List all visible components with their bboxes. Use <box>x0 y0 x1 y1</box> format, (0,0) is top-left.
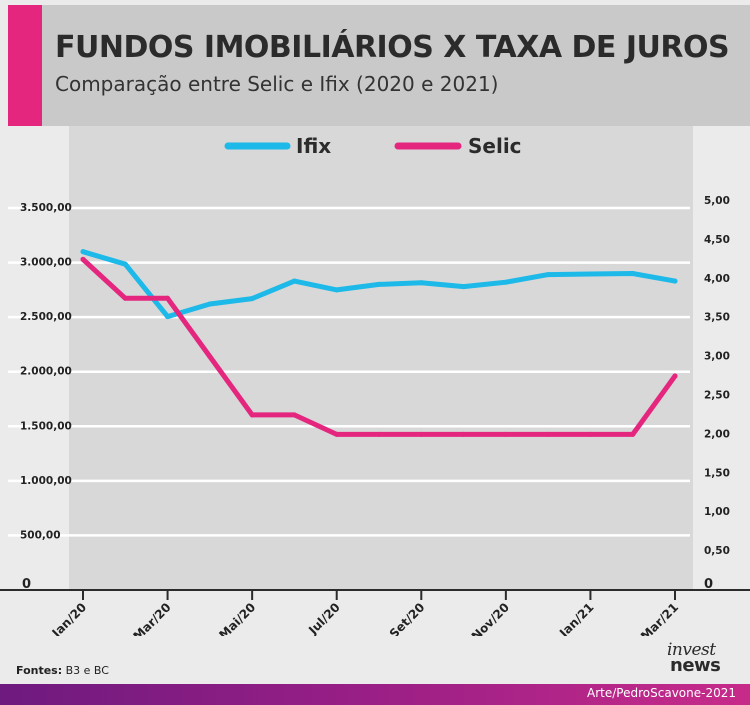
data-point-ifix <box>503 279 509 285</box>
x-tick-label: Mar/20 <box>131 600 174 636</box>
y-left-tick-label: 1.500,00 <box>20 420 72 432</box>
accent-bar <box>8 5 42 126</box>
data-point-ifix <box>291 278 297 284</box>
y-right-tick-label: 1,00 <box>704 506 730 518</box>
data-point-ifix <box>80 249 86 255</box>
y-right-tick-label: 0 <box>704 577 713 592</box>
data-point-ifix <box>630 270 636 276</box>
data-point-selic <box>334 431 340 437</box>
y-left-tick-label: 0 <box>22 577 31 592</box>
logo-line-2: news <box>670 655 721 676</box>
x-tick-label: Set/20 <box>387 600 428 636</box>
y-right-tick-label: 3,50 <box>704 312 730 324</box>
y-right-tick-label: 2,50 <box>704 390 730 402</box>
data-point-ifix <box>334 287 340 293</box>
y-left-tick-label: 1.000,00 <box>20 475 72 487</box>
y-right-tick-label: 1,50 <box>704 467 730 479</box>
y-right-tick-label: 4,50 <box>704 234 730 246</box>
source-label: Fontes: <box>16 664 63 677</box>
data-point-ifix <box>376 281 382 287</box>
x-tick-label: Jan/21 <box>556 600 596 636</box>
data-point-selic <box>630 431 636 437</box>
x-tick-label: Jan/20 <box>49 600 89 636</box>
data-point-ifix <box>418 280 424 286</box>
data-point-selic <box>207 354 213 360</box>
credit-text: Arte/PedroScavone-2021 <box>587 686 736 700</box>
x-tick-label: Nov/20 <box>469 600 512 636</box>
data-point-ifix <box>461 284 467 290</box>
page-subtitle: Comparação entre Selic e Ifix (2020 e 20… <box>55 72 499 96</box>
data-point-selic <box>249 412 255 418</box>
data-point-ifix <box>545 272 551 278</box>
source-note: Fontes: B3 e BC <box>16 664 109 677</box>
y-right-tick-label: 5,00 <box>704 195 730 207</box>
plot-area <box>69 126 693 590</box>
data-point-ifix <box>122 261 128 267</box>
header-panel <box>8 5 750 126</box>
y-left-tick-label: 500,00 <box>20 529 61 541</box>
data-point-selic <box>461 431 467 437</box>
x-tick-label: Mai/20 <box>216 600 258 636</box>
line-chart: 0 500,00 1.000,00 1.500,00 2.000,00 2.500,00 3… <box>0 126 750 636</box>
footer-bar: Arte/PedroScavone-2021 <box>0 684 750 705</box>
y-left-tick-label: 3.500,00 <box>20 202 72 214</box>
data-point-ifix <box>587 271 593 277</box>
logo-line-1: invest <box>667 640 716 660</box>
y-right-tick-label: 4,00 <box>704 273 730 285</box>
data-point-selic <box>418 431 424 437</box>
y-right-tick-label: 3,00 <box>704 351 730 363</box>
y-left-tick-label: 3.000,00 <box>20 257 72 269</box>
data-point-ifix <box>249 296 255 302</box>
data-point-selic <box>503 431 509 437</box>
data-point-selic <box>291 412 297 418</box>
data-point-ifix <box>165 314 171 320</box>
source-value: B3 e BC <box>65 664 109 677</box>
data-point-selic <box>545 431 551 437</box>
data-point-selic <box>165 295 171 301</box>
investnews-logo: invest news <box>667 640 721 676</box>
y-right-tick-label: 0,50 <box>704 545 730 557</box>
data-point-selic <box>122 295 128 301</box>
data-point-selic <box>376 431 382 437</box>
x-tick-label: Mar/21 <box>638 600 681 636</box>
legend-label: Selic <box>468 134 522 158</box>
y-left-tick-label: 2.000,00 <box>20 366 72 378</box>
page-title: FUNDOS IMOBILIÁRIOS X TAXA DE JUROS <box>55 30 730 65</box>
data-point-selic <box>587 431 593 437</box>
y-left-tick-label: 2.500,00 <box>20 311 72 323</box>
x-tick-label: Jul/20 <box>305 600 343 636</box>
data-point-ifix <box>207 301 213 307</box>
data-point-selic <box>80 256 86 262</box>
y-right-tick-label: 2,00 <box>704 428 730 440</box>
data-point-ifix <box>672 278 678 284</box>
legend-label: Ifix <box>296 134 331 158</box>
data-point-selic <box>672 373 678 379</box>
